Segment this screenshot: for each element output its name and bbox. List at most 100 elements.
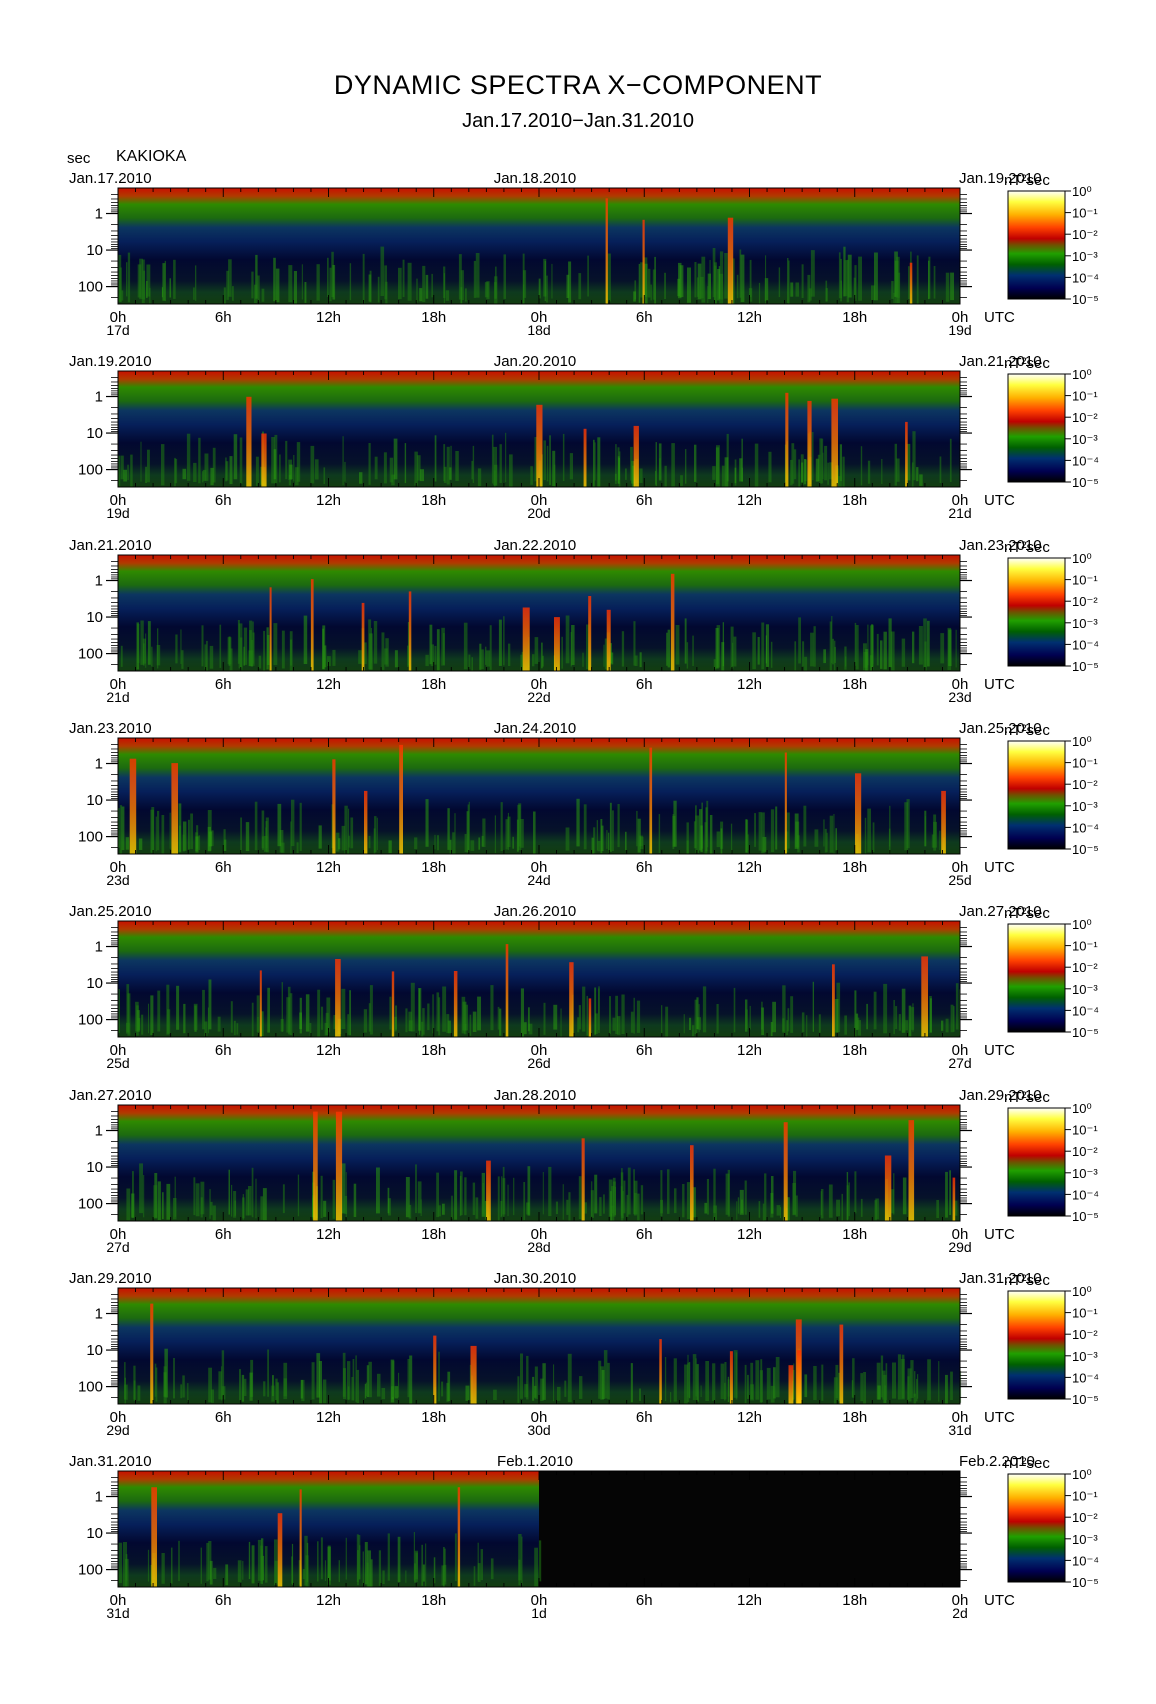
- spectrogram-speckle: [896, 256, 900, 298]
- spectrogram-speckle: [846, 1185, 849, 1220]
- spectrogram-speckle: [261, 836, 265, 851]
- spectrogram-speckle: [241, 1374, 245, 1402]
- spectrogram-speckle: [686, 822, 689, 854]
- x-tick-label: 6h: [215, 676, 232, 693]
- spectrogram-speckle: [787, 258, 789, 304]
- spectrogram-speckle: [538, 1540, 542, 1582]
- colorbar-unit: nT²sec: [1004, 172, 1050, 189]
- spectrogram-speckle: [395, 1005, 397, 1030]
- colorbar-tick-label: 10⁰: [1072, 367, 1092, 382]
- spectrogram-speckle: [505, 432, 507, 483]
- spectrogram-speckle: [225, 461, 229, 481]
- spectrogram-speckle: [609, 802, 612, 852]
- x-day-label: 30d: [527, 1422, 550, 1438]
- panel-date-mid: Jan.20.2010: [494, 353, 577, 370]
- spectrogram-speckle: [667, 629, 671, 668]
- colorbar-tick-label: 10⁻³: [1072, 1532, 1098, 1547]
- spectrogram-speckle: [434, 834, 436, 850]
- spectrogram-speckle: [381, 1388, 386, 1400]
- spectrogram-speckle: [778, 267, 781, 298]
- spectrogram-speckle: [534, 637, 539, 664]
- spectrogram-speckle: [431, 273, 433, 298]
- spectrogram-speckle: [865, 649, 869, 671]
- spectrogram-speckle: [137, 1385, 141, 1401]
- spectrogram-speckle: [169, 812, 171, 849]
- spectrogram-speckle: [898, 1014, 901, 1031]
- x-day-label: 24d: [527, 872, 550, 888]
- spectrogram-speckle: [182, 834, 185, 852]
- spectrogram-speckle: [739, 249, 742, 298]
- colorbar-tick-label: 10⁰: [1072, 1284, 1092, 1299]
- spectrogram-speckle: [300, 1379, 303, 1399]
- spectrogram-burst: [536, 404, 543, 487]
- spectrogram-speckle: [182, 1375, 185, 1398]
- spectrogram-speckle: [499, 1008, 502, 1036]
- spectrogram-speckle: [430, 644, 434, 667]
- spectrogram-speckle: [650, 284, 652, 301]
- spectrogram-speckle: [320, 1537, 323, 1580]
- spectrogram-speckle: [480, 1549, 483, 1581]
- spectrogram-speckle: [569, 453, 573, 480]
- spectrogram-speckle: [871, 285, 875, 301]
- spectrogram-data: [118, 1105, 960, 1221]
- spectrogram-speckle: [273, 449, 277, 480]
- spectrogram-speckle: [593, 827, 596, 854]
- spectrogram-speckle: [740, 254, 745, 303]
- spectrogram-speckle: [208, 1367, 212, 1403]
- spectrogram-speckle: [615, 444, 617, 481]
- x-tick-label: 12h: [316, 492, 341, 509]
- spectrogram-burst: [839, 1324, 844, 1404]
- x-tick-label: 0h: [952, 492, 969, 509]
- spectrogram-speckle: [441, 1565, 445, 1586]
- spectrogram-speckle: [562, 433, 565, 481]
- spectrogram-speckle: [389, 457, 394, 483]
- spectrogram-speckle: [193, 287, 195, 300]
- panel-date-left: Jan.31.2010: [69, 1453, 152, 1470]
- spectrogram-speckle: [692, 1187, 696, 1218]
- spectrogram-speckle: [402, 259, 405, 297]
- spectrogram-speckle: [255, 254, 258, 299]
- spectrogram-speckle: [211, 1389, 214, 1403]
- spectrogram-speckle: [210, 467, 214, 486]
- colorbar-tick-label: 10⁻²: [1072, 594, 1098, 609]
- spectrogram-speckle: [733, 1350, 738, 1398]
- spectrogram-speckle: [509, 454, 513, 487]
- spectrogram-speckle: [436, 1172, 439, 1218]
- x-tick-label: 6h: [636, 676, 653, 693]
- spectrogram-speckle: [578, 273, 582, 300]
- spectrogram-speckle: [801, 462, 804, 483]
- spectrogram-speckle: [842, 456, 845, 487]
- spectrogram-speckle: [374, 456, 378, 480]
- spectrogram-speckle: [388, 1198, 391, 1216]
- x-tick-label: 12h: [737, 1592, 762, 1609]
- spectrogram-speckle: [823, 649, 826, 664]
- spectrogram-speckle: [542, 655, 544, 667]
- spectrogram-speckle: [471, 657, 473, 671]
- spectrogram-speckle: [503, 254, 506, 299]
- x-day-label: 20d: [527, 505, 550, 521]
- x-tick-label: 6h: [215, 1226, 232, 1243]
- spectrogram-burst: [486, 1160, 491, 1221]
- spectrogram-speckle: [766, 1367, 771, 1400]
- spectrogram-speckle: [798, 459, 800, 487]
- spectrogram-burst: [399, 744, 403, 854]
- spectrogram-speckle: [804, 459, 807, 485]
- spectrogram-speckle: [532, 1376, 535, 1401]
- x-tick-label: 18h: [842, 1042, 867, 1059]
- spectrogram-burst: [807, 400, 812, 487]
- spectrogram-speckle: [447, 1020, 451, 1034]
- x-tick-label: 12h: [316, 309, 341, 326]
- spectrogram-speckle: [793, 1170, 797, 1215]
- spectrogram-speckle: [601, 825, 604, 852]
- spectrogram-speckle: [464, 288, 467, 302]
- spectrogram-speckle: [373, 621, 378, 664]
- x-day-label: 18d: [527, 322, 550, 338]
- colorbar: [1007, 557, 1066, 667]
- spectrogram-speckle: [716, 831, 721, 848]
- x-tick-label: 0h: [952, 676, 969, 693]
- spectrogram-speckle: [626, 1194, 629, 1217]
- x-tick-label: 0h: [952, 859, 969, 876]
- spectrogram-speckle: [695, 1358, 697, 1397]
- spectrogram-speckle: [640, 1185, 644, 1215]
